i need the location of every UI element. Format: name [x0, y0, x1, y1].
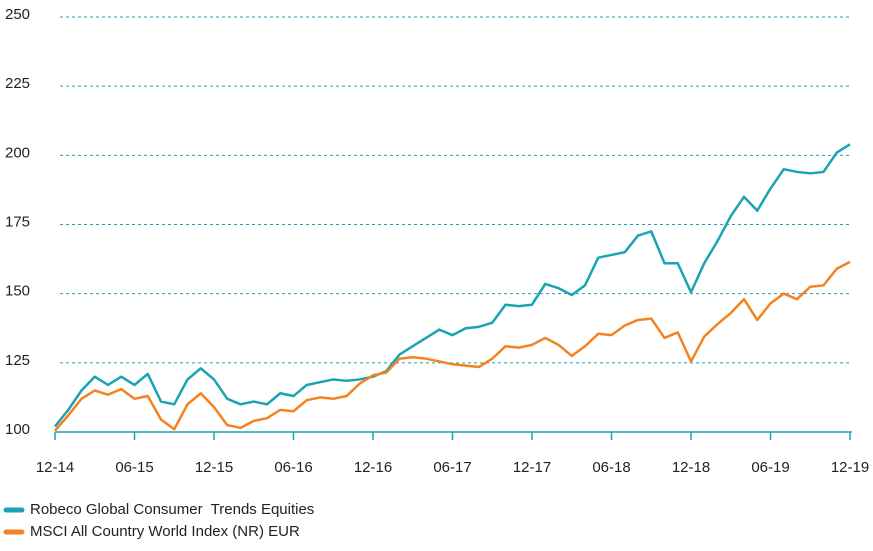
y-tick-label: 250	[5, 6, 30, 23]
y-tick-label: 200	[5, 144, 30, 161]
legend-label: MSCI All Country World Index (NR) EUR	[30, 523, 300, 540]
y-tick-label: 225	[5, 75, 30, 92]
x-tick-label: 12-18	[672, 459, 710, 476]
x-tick-label: 12-19	[831, 459, 869, 476]
x-tick-label: 12-14	[36, 459, 74, 476]
series-line	[54, 143, 851, 428]
x-tick-label: 12-15	[195, 459, 233, 476]
y-tick-label: 125	[5, 352, 30, 369]
y-tick-label: 150	[5, 283, 30, 300]
x-tick-label: 06-18	[592, 459, 630, 476]
x-tick-label: 06-17	[433, 459, 471, 476]
x-tick-label: 12-17	[513, 459, 551, 476]
x-tick-label: 06-16	[274, 459, 312, 476]
y-tick-label: 100	[5, 421, 30, 438]
y-tick-label: 175	[5, 213, 30, 230]
series-line	[54, 260, 851, 432]
x-tick-label: 06-15	[115, 459, 153, 476]
x-tick-label: 12-16	[354, 459, 392, 476]
legend-label: Robeco Global Consumer Trends Equities	[30, 501, 314, 518]
x-tick-label: 06-19	[751, 459, 789, 476]
